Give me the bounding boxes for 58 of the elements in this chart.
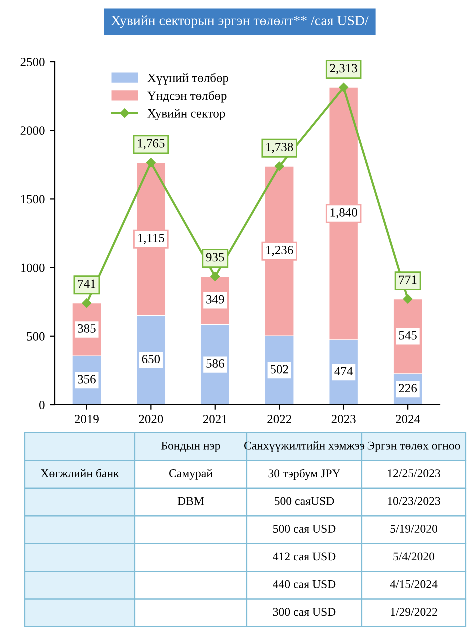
point (146, 158, 156, 168)
data-label: 935 (206, 253, 224, 262)
y-tick-label: 2000 (20, 126, 45, 136)
data-label: 385 (78, 324, 96, 333)
legend-label: Хүүний төлбөр (148, 73, 228, 85)
x-tick-label: 2023 (332, 415, 356, 424)
text: 10/23/2023 (388, 497, 440, 506)
category-label: Бондын нэр (162, 442, 220, 452)
data-label: 1,115 (138, 234, 165, 244)
y-tick-label: 500 (27, 332, 45, 341)
data-label: 771 (400, 276, 417, 284)
y-tick-label: 2500 (20, 58, 45, 66)
data-label: 650 (142, 355, 160, 364)
data-label: 1,765 (138, 139, 165, 150)
category-label: Эргэн төлөх огноо (368, 442, 460, 452)
y-tick-label: 1500 (21, 195, 45, 204)
y-tick-label: 0 (40, 401, 45, 410)
data-label: 502 (270, 365, 288, 374)
data-label: 1,236 (266, 246, 294, 256)
x-tick-label: 2021 (203, 415, 228, 424)
text: 1/29/2022 (391, 608, 438, 616)
data-label: 741 (78, 280, 96, 288)
x-tick-label: 2019 (75, 415, 99, 424)
text: Самурай (170, 469, 213, 480)
x-tick-label: 2020 (139, 415, 164, 424)
text: 4/15/2024 (390, 580, 438, 588)
data-label: 349 (206, 295, 224, 304)
x-tick-label: 2024 (396, 415, 420, 424)
data-label: 1,738 (266, 143, 294, 154)
data-label: 545 (399, 331, 417, 340)
data-label: 226 (399, 384, 418, 393)
data-label: 356 (78, 375, 96, 384)
text: 5/4/2020 (394, 552, 435, 561)
x-tick-label: 2022 (268, 415, 292, 424)
data-label: 474 (334, 367, 354, 376)
category-label: Санхүүжилтийн хэмжээ (244, 442, 365, 452)
text: 412 сая USD (273, 552, 336, 561)
point (339, 83, 348, 92)
point (82, 298, 92, 308)
text: 300 сая USD (273, 608, 336, 616)
text: Хөгжлийн банк (41, 468, 120, 478)
text: 5/19/2020 (390, 524, 438, 533)
text: 30 тэрбум JPY (268, 469, 340, 480)
text: 440 сая USD (273, 580, 336, 588)
text: 500 саяUSD (275, 497, 334, 506)
chart-title: Хувийн секторын эргэн төлөлт** /сая USD/ (111, 16, 369, 28)
data-label: 586 (206, 359, 224, 368)
legend-label: Хувийн сектор (148, 109, 226, 120)
point (274, 162, 284, 172)
text: 12/25/2023 (388, 470, 440, 478)
data-label: 2,313 (330, 64, 358, 74)
point (403, 294, 413, 304)
y-tick-label: 1000 (21, 264, 45, 272)
text: DBM (178, 497, 204, 506)
text: 500 сая USD (274, 524, 336, 533)
data-label: 1,840 (330, 208, 358, 219)
legend-label: Үндсэн төлбөр (148, 91, 227, 103)
point (210, 272, 220, 282)
